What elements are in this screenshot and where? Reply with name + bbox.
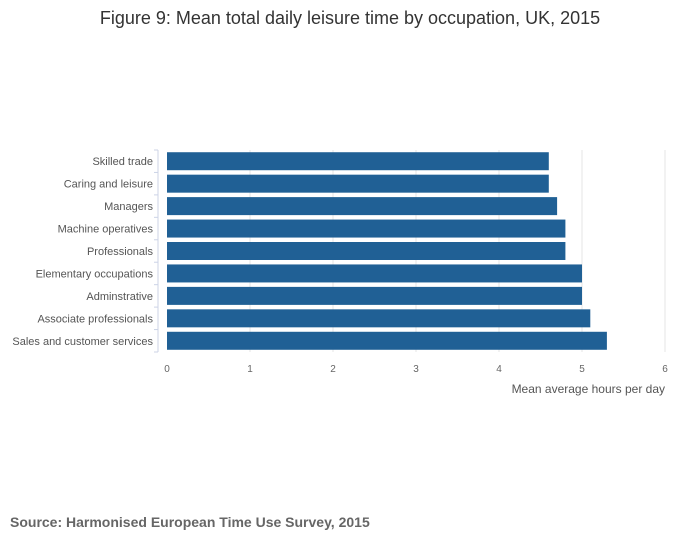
category-labels: Skilled trade Caring and leisure Managers M… — [12, 149, 158, 353]
bar — [167, 174, 549, 193]
x-tick-labels: 0 1 2 3 4 5 6 — [164, 364, 668, 375]
bar — [167, 242, 566, 260]
x-axis-title: Mean average hours per day — [512, 382, 665, 396]
category-label: Elementary occupations — [36, 268, 154, 280]
category-label: Skilled trade — [92, 156, 153, 168]
source-note: Source: Harmonised European Time Use Sur… — [10, 514, 370, 530]
bar — [167, 331, 607, 350]
category-label: Sales and customer services — [12, 336, 153, 348]
bars — [167, 152, 607, 350]
x-tick-label: 1 — [247, 364, 253, 375]
category-label: Caring and leisure — [64, 179, 153, 191]
category-label: Managers — [104, 201, 153, 213]
bar — [167, 219, 566, 238]
bar — [167, 197, 558, 216]
x-tick-label: 0 — [164, 364, 170, 375]
chart-title: Figure 9: Mean total daily leisure time … — [100, 8, 600, 28]
x-tick-label: 2 — [330, 364, 336, 375]
category-label: Associate professionals — [37, 313, 153, 325]
x-tick-label: 5 — [579, 364, 585, 375]
bar — [167, 309, 591, 328]
bar — [167, 264, 582, 283]
x-tick-label: 3 — [413, 364, 419, 375]
category-label: Adminstrative — [86, 291, 153, 303]
category-label: Professionals — [87, 246, 154, 258]
category-label: Machine operatives — [58, 224, 154, 236]
x-tick-label: 4 — [496, 364, 502, 375]
x-tick-label: 6 — [662, 364, 668, 375]
bar — [167, 286, 582, 305]
bar — [167, 152, 549, 171]
